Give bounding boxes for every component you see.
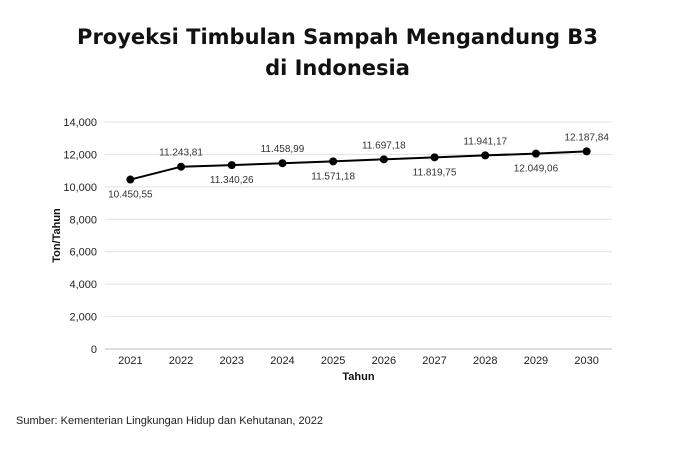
data-label: 12.049,06: [514, 164, 559, 175]
y-tick-label: 2,000: [69, 312, 97, 324]
data-label: 10.450,55: [108, 190, 153, 201]
x-tick-label: 2024: [270, 355, 294, 367]
data-point: [329, 157, 338, 166]
y-tick-label: 6,000: [69, 247, 97, 259]
x-tick-label: 2022: [169, 355, 193, 367]
y-tick-label: 0: [91, 344, 97, 356]
title-line: Proyeksi Timbulan Sampah Mengandung B3: [77, 25, 598, 49]
x-axis-title: Tahun: [342, 371, 374, 383]
x-tick-label: 2027: [422, 355, 446, 367]
data-point: [126, 175, 135, 184]
data-point: [430, 153, 439, 162]
data-label: 11.571,18: [311, 171, 355, 182]
x-tick-label: 2029: [524, 355, 548, 367]
data-label: 11.819,75: [413, 167, 457, 178]
y-tick-label: 8,000: [69, 214, 97, 226]
x-tick-label: 2030: [574, 355, 598, 367]
data-label: 12.187,84: [564, 132, 609, 143]
x-tick-label: 2025: [321, 355, 345, 367]
x-tick-label: 2026: [372, 355, 396, 367]
data-point: [278, 159, 287, 168]
data-label: 11.697,18: [362, 140, 406, 151]
data-point: [379, 155, 388, 164]
data-point: [227, 161, 236, 170]
chart-title: Proyeksi Timbulan Sampah Mengandung B3 di…: [0, 22, 675, 84]
x-tick-label: 2028: [473, 355, 497, 367]
x-tick-label: 2023: [220, 355, 244, 367]
data-label: 11.458,99: [261, 144, 305, 155]
data-point: [582, 147, 591, 156]
source-note: Sumber: Kementerian Lingkungan Hidup dan…: [16, 415, 324, 427]
series-line: [130, 150, 587, 181]
title-line: di Indonesia: [265, 56, 410, 80]
data-point: [531, 149, 540, 158]
data-label: 11.941,17: [463, 136, 507, 147]
y-tick-label: 14,000: [63, 117, 97, 129]
data-point: [177, 162, 186, 171]
x-tick-label: 2021: [118, 355, 142, 367]
y-tick-label: 10,000: [63, 182, 97, 194]
data-label: 11.243,81: [159, 148, 203, 159]
y-tick-label: 4,000: [69, 279, 97, 291]
data-label: 11.340,26: [210, 175, 254, 186]
y-axis-title: Ton/Tahun: [51, 208, 63, 263]
data-point: [481, 151, 490, 160]
y-tick-label: 12,000: [63, 149, 97, 161]
